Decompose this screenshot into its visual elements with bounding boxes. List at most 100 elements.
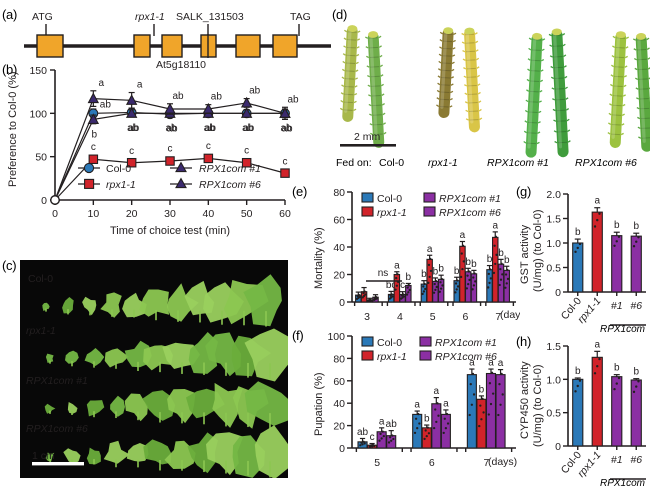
- x-axis-unit-label: (days): [488, 456, 517, 468]
- svg-text:0: 0: [555, 287, 561, 299]
- panel-c-row-label-2: RPX1com #1: [26, 375, 88, 387]
- svg-text:60: 60: [279, 208, 291, 220]
- svg-text:b: b: [471, 259, 477, 270]
- svg-text:50: 50: [241, 208, 253, 220]
- datapoint-RPX1com6-60: [279, 107, 291, 118]
- datapoint-RPX1com1-50: [240, 107, 253, 118]
- svg-text:c: c: [244, 145, 249, 156]
- svg-text:ab: ab: [100, 99, 112, 110]
- x-tick-3: 3: [364, 311, 370, 323]
- svg-text:1.0: 1.0: [546, 374, 561, 386]
- x-tick-6: 6: [429, 457, 435, 469]
- svg-text:bc: bc: [386, 280, 397, 291]
- leaf-sample: [104, 348, 129, 369]
- legend-label-col0: Col-0: [106, 163, 131, 175]
- panel-h-group-label: RPX1com: [600, 478, 646, 489]
- panel-d-group-col0: Col-0: [379, 157, 405, 169]
- legend-label-col0: Col-0: [377, 193, 402, 205]
- svg-text:c: c: [283, 157, 288, 168]
- x-tick-1: #1: [611, 454, 623, 466]
- panel-h-letter: (h): [516, 334, 531, 349]
- caterpillar: [365, 31, 387, 148]
- svg-text:a: a: [443, 398, 449, 409]
- datapoint-RPX1com6-30: [164, 102, 176, 114]
- caterpillar: [548, 28, 571, 158]
- leaf-sample: [63, 448, 81, 465]
- svg-text:b: b: [575, 366, 581, 377]
- datapoint-rpx11-20: [126, 157, 137, 168]
- rpx1-1-allele-label: rpx1-1: [135, 11, 165, 23]
- svg-text:ab: ab: [386, 419, 398, 430]
- x-tick-6: #6: [630, 300, 642, 312]
- leaf-sample: [67, 402, 78, 415]
- svg-text:0: 0: [41, 195, 47, 207]
- leaf-sample: [205, 332, 242, 377]
- svg-text:60: 60: [333, 376, 345, 388]
- leaf-sample: [62, 297, 74, 315]
- x-tick-group: 3 4 5 6 7: [353, 302, 515, 323]
- y-tick-group: 0 0.5 1.0 1.5: [546, 341, 568, 453]
- svg-text:b: b: [504, 255, 510, 266]
- svg-text:ab: ab: [243, 123, 255, 134]
- svg-text:a: a: [427, 244, 433, 255]
- bar-RPX1com6-6: [440, 413, 451, 449]
- x-tick-7: 7: [495, 311, 501, 323]
- panel-f-letter: (f): [292, 328, 304, 343]
- leaf-sample: [103, 440, 130, 468]
- svg-text:a: a: [99, 78, 105, 89]
- svg-text:b: b: [433, 266, 439, 277]
- legend-label-com6: RPX1com #6: [435, 351, 497, 363]
- scale-bar: [340, 144, 396, 147]
- svg-text:a: a: [394, 260, 400, 271]
- legend-marker-col0: [83, 162, 95, 174]
- x-tick-5: 5: [430, 311, 436, 323]
- svg-text:80: 80: [333, 187, 345, 199]
- legend-swatch-com6: [419, 350, 432, 361]
- leaf-sample: [100, 292, 122, 318]
- y-axis-label-line2: (U/mg) (to Col-0): [532, 364, 544, 447]
- leaf-sample: [122, 292, 147, 318]
- legend-label-rpx11: rpx1-1: [106, 179, 136, 191]
- svg-text:40: 40: [333, 242, 345, 254]
- ns-label: ns: [378, 268, 389, 279]
- leaf-sample: [86, 400, 105, 418]
- svg-text:b: b: [633, 367, 639, 378]
- svg-text:b: b: [498, 248, 504, 259]
- leaf-sample: [254, 425, 288, 478]
- leaf-sample: [42, 302, 50, 312]
- datapoint-RPX1com6-10: [87, 92, 100, 104]
- datapoint-rpx11-10: [88, 154, 99, 165]
- bar-Col0: [572, 242, 584, 293]
- leaf-sample: [45, 452, 55, 463]
- svg-text:ab: ab: [172, 91, 184, 102]
- svg-text:ab: ab: [205, 123, 217, 134]
- x-tick-5: 5: [374, 457, 380, 469]
- bar-RPX1com1-7: [485, 372, 497, 449]
- panel-d-group-rpx11: rpx1-1: [428, 157, 458, 169]
- legend-label-rpx11: rpx1-1: [377, 351, 407, 363]
- leaf-sample: [86, 447, 101, 465]
- y-tick-group: 0 50 100 150: [29, 65, 55, 207]
- bar-Col0-6: [412, 413, 423, 449]
- panel-c-photo: Col-0 rpx1-1 RPX1com #1 RPX1com #6 1 cm: [20, 260, 288, 478]
- leaf-sample: [243, 274, 282, 327]
- svg-text:0: 0: [555, 441, 561, 453]
- svg-text:100: 100: [327, 331, 345, 343]
- x-tick-4: 4: [397, 311, 403, 323]
- panel-c-letter: (c): [2, 258, 17, 273]
- leaf-sample: [142, 390, 176, 423]
- bar-group: b a b b: [572, 339, 642, 447]
- gene-id-label: At5g18110: [156, 59, 206, 70]
- svg-text:1.5: 1.5: [546, 341, 561, 353]
- x-tick-6: 6: [463, 311, 469, 323]
- svg-text:30: 30: [164, 208, 176, 220]
- svg-text:ab: ab: [249, 86, 261, 97]
- panel-g-letter: (g): [516, 184, 531, 199]
- panel-c-scale-label: 1 cm: [32, 450, 55, 462]
- caterpillar: [607, 31, 629, 148]
- svg-text:a: a: [460, 230, 466, 241]
